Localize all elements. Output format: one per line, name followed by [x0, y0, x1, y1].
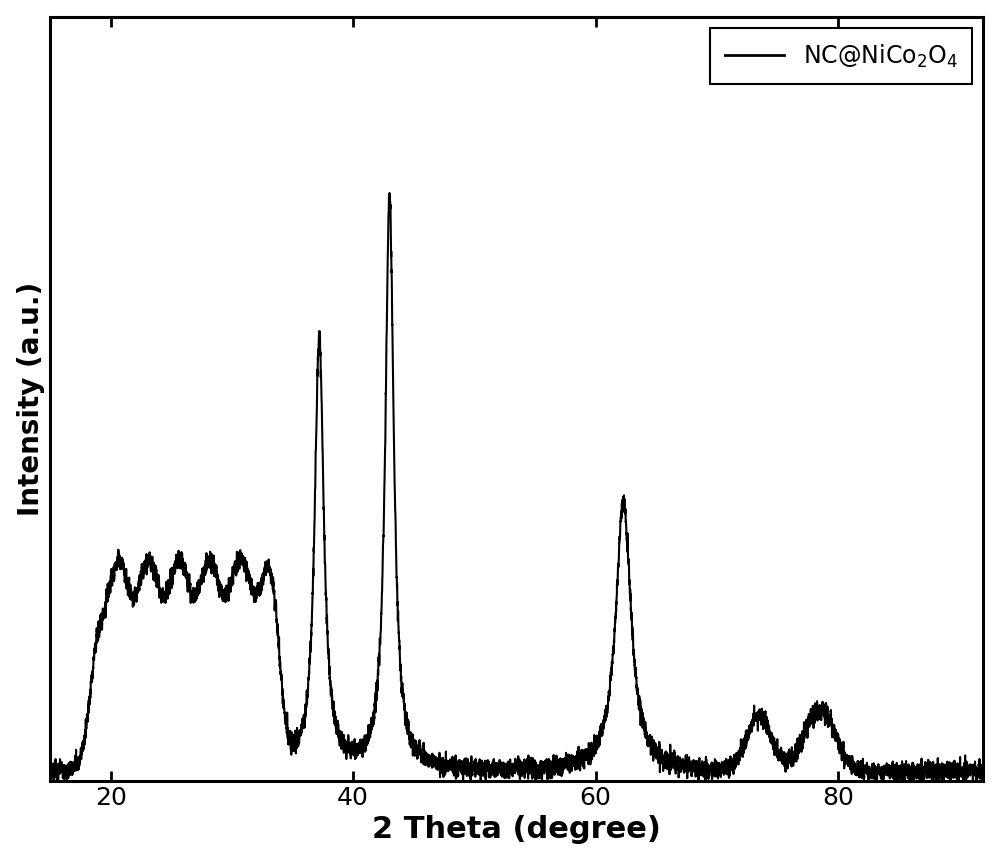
X-axis label: 2 Theta (degree): 2 Theta (degree) [372, 815, 661, 845]
Y-axis label: Intensity (a.u.): Intensity (a.u.) [17, 282, 45, 516]
Legend: NC@NiCo$_2$O$_4$: NC@NiCo$_2$O$_4$ [710, 28, 972, 84]
